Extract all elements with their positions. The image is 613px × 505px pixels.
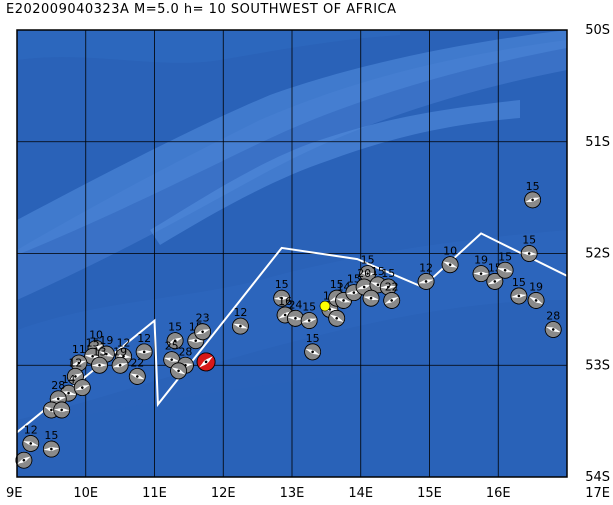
event-depth-label: 10 xyxy=(443,245,457,258)
event-depth-label: 19 xyxy=(529,280,543,293)
event-depth-label: 15 xyxy=(86,336,100,349)
event-depth-label: 10 xyxy=(89,328,103,341)
event-depth-label: 12 xyxy=(117,336,131,349)
highlighted-event-marker[interactable] xyxy=(319,300,331,312)
event-depth-label: 28 xyxy=(51,379,65,392)
focal-mechanism[interactable] xyxy=(230,316,250,336)
event-depth-label: 19 xyxy=(113,345,127,358)
focal-mechanism[interactable] xyxy=(495,260,515,280)
event-depth-label: 15 xyxy=(381,267,395,280)
focal-mechanism[interactable] xyxy=(165,330,186,351)
focal-mechanism[interactable] xyxy=(72,377,93,398)
lat-tick-label: 53S xyxy=(585,358,610,373)
focal-mechanism[interactable] xyxy=(416,272,435,291)
focal-mechanism[interactable] xyxy=(326,307,348,329)
event-depth-label: 15 xyxy=(498,250,512,263)
event-depth-label: 19 xyxy=(474,254,488,267)
focal-mechanism[interactable] xyxy=(192,322,212,342)
event-depth-label: 22 xyxy=(385,280,399,293)
focal-mechanism[interactable] xyxy=(110,355,130,375)
event-depth-label: 12 xyxy=(419,261,433,274)
event-depth-label: 12 xyxy=(68,356,82,369)
lon-tick-label: 9E xyxy=(6,486,23,501)
focal-mechanism[interactable] xyxy=(523,190,543,210)
focal-mechanism[interactable] xyxy=(302,341,323,362)
focal-mechanism[interactable] xyxy=(484,271,505,292)
event-depth-label: 15 xyxy=(512,276,526,289)
lat-tick-label: 50S xyxy=(585,23,610,38)
event-depth-label: 15 xyxy=(522,234,536,247)
lon-tick-label: 10E xyxy=(73,486,98,501)
lon-tick-label: 12E xyxy=(211,486,236,501)
focal-mechanism[interactable] xyxy=(286,309,304,327)
event-depth-label: 25 xyxy=(165,340,179,353)
map-title: E202009040323A M=5.0 h= 10 SOUTHWEST OF … xyxy=(6,2,397,17)
event-depth-label: 15 xyxy=(275,278,289,291)
event-depth-label: 11 xyxy=(72,343,86,356)
focal-mechanism[interactable] xyxy=(299,311,318,330)
focal-mechanism[interactable] xyxy=(135,343,153,361)
focal-mechanism[interactable] xyxy=(510,287,528,305)
focal-mechanism[interactable] xyxy=(440,254,461,275)
lat-tick-label: 54S xyxy=(585,470,610,485)
focal-mechanism[interactable] xyxy=(362,289,381,308)
event-depth-label: 28 xyxy=(178,345,192,358)
focal-mechanism[interactable] xyxy=(42,440,61,458)
event-depth-label: 22 xyxy=(130,356,144,369)
event-depth-label: 12 xyxy=(233,306,247,319)
lat-tick-label: 52S xyxy=(585,247,610,262)
lat-tick-label: 51S xyxy=(585,135,610,150)
focal-mechanism[interactable] xyxy=(21,433,41,453)
lon-tick-label: 15E xyxy=(417,486,442,501)
event-depth-label: 28 xyxy=(546,309,560,322)
event-depth-label: 24 xyxy=(288,298,302,311)
lon-tick-label: 17E xyxy=(585,486,610,501)
main-event-focal-mechanism[interactable] xyxy=(193,349,218,374)
axis-ticks: 9E 10E 11E 12E 13E 14E 15E 16E 17E 50S 51S 52S 53S 54… xyxy=(6,23,610,501)
focal-mechanism[interactable] xyxy=(168,360,190,382)
event-depth-label: 14 xyxy=(62,373,76,386)
graticule xyxy=(17,30,567,477)
event-depth-label: 15 xyxy=(361,254,375,267)
lon-tick-label: 13E xyxy=(280,486,305,501)
focal-mechanism[interactable] xyxy=(525,290,547,312)
focal-mechanism[interactable] xyxy=(520,245,538,263)
event-depth-label: 23 xyxy=(196,312,210,325)
event-depth-label: 15 xyxy=(526,180,540,193)
event-depth-label: 15 xyxy=(44,429,58,442)
event-depth-label: 16 xyxy=(278,295,292,308)
events-layer: 1015111913121428121512192212152528152312… xyxy=(15,180,564,469)
focal-mechanism[interactable] xyxy=(379,278,397,296)
event-depth-label: 12 xyxy=(137,332,151,345)
focal-mechanism[interactable] xyxy=(53,401,71,419)
event-depth-label: 15 xyxy=(371,265,385,278)
focal-mechanism[interactable] xyxy=(543,319,564,340)
event-depth-label: 12 xyxy=(24,423,38,436)
focal-mechanism[interactable] xyxy=(127,366,148,387)
focal-mechanism[interactable] xyxy=(381,290,403,312)
focal-mechanism[interactable] xyxy=(273,289,291,307)
lon-tick-label: 11E xyxy=(142,486,167,501)
focal-mechanism[interactable] xyxy=(472,265,490,283)
event-depth-label: 20 xyxy=(357,267,371,280)
event-depth-label: 15 xyxy=(330,278,344,291)
lon-tick-label: 14E xyxy=(348,486,373,501)
event-depth-label: 15 xyxy=(302,301,316,314)
plate-boundary xyxy=(17,232,567,434)
lon-tick-label: 16E xyxy=(486,486,511,501)
map-frame xyxy=(16,29,568,478)
event-depth-label: 15 xyxy=(168,321,182,334)
focal-mechanism[interactable] xyxy=(91,356,108,374)
plate-boundary-line xyxy=(17,232,567,434)
event-depth-label: 19 xyxy=(99,334,113,347)
event-depth-label: 13 xyxy=(93,345,107,358)
event-depth-label: 15 xyxy=(306,332,320,345)
